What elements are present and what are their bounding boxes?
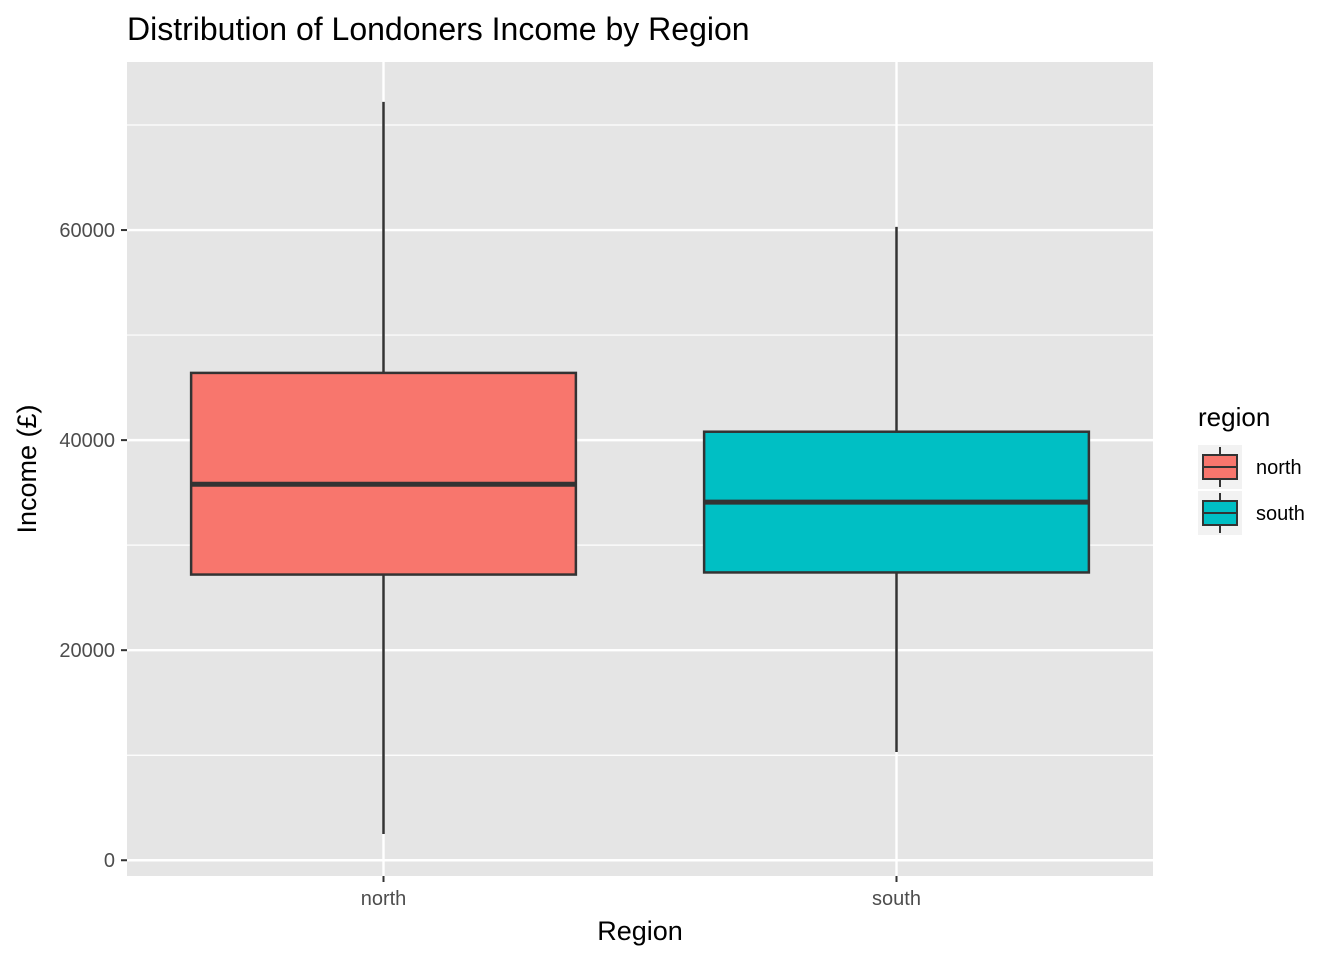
iqr-box [189,371,578,576]
legend-label: south [1256,503,1305,525]
x-tick-label: north [361,888,407,910]
legend-label: north [1256,457,1302,479]
y-axis-title: Income (£) [12,404,42,533]
legend-title: region [1198,402,1270,432]
legend-key-north: north [1198,445,1302,489]
legend: region north south [1198,402,1305,535]
y-tick-label: 20000 [59,640,115,662]
y-tick-label: 0 [104,850,115,872]
x-axis-title: Region [597,916,683,946]
y-axis-ticks: 0 20000 40000 60000 [59,220,127,872]
box-south [702,226,1091,753]
chart-title: Distribution of Londoners Income by Regi… [127,11,750,47]
x-tick-label: south [872,888,921,910]
x-axis-ticks: north south [361,876,921,910]
legend-key-south: south [1198,491,1305,535]
box-north [189,101,578,834]
box-series [189,101,1091,834]
y-tick-label: 60000 [59,220,115,242]
y-tick-label: 40000 [59,430,115,452]
